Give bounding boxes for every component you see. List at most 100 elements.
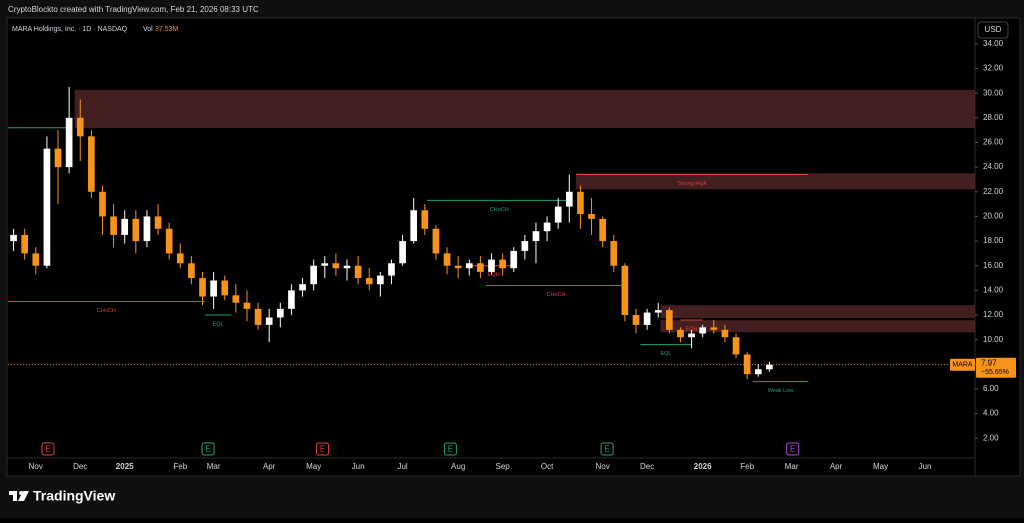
y-tick-label: 10.00 [983, 335, 1004, 344]
currency[interactable]: USD [985, 25, 1002, 34]
earnings-label: E [320, 445, 325, 454]
candle-body [54, 148, 62, 168]
chart-frame [6, 17, 1021, 477]
candle-body [343, 265, 351, 269]
supply-zone [660, 305, 975, 319]
x-tick-label: Nov [596, 462, 610, 471]
candle-body [388, 263, 395, 276]
x-tick-label: Apr [830, 462, 843, 471]
last-price-symbol-box [950, 358, 975, 371]
candle-body [510, 250, 518, 269]
candle-body [588, 213, 595, 219]
structure-label: EQL [213, 321, 224, 327]
candle-body [710, 327, 718, 330]
candle-body [21, 234, 29, 254]
y-tick-label: 32.00 [983, 64, 1004, 73]
candle-body [521, 241, 529, 251]
candle-body [143, 216, 151, 242]
y-tick-label: 34.00 [983, 39, 1004, 48]
structure-label: Weak Low [768, 388, 794, 394]
candle-body [477, 263, 484, 272]
candle-body [99, 191, 106, 217]
supply-zone [74, 89, 976, 128]
candle-body [443, 253, 451, 266]
candle-body [532, 231, 540, 242]
candle-body [10, 234, 17, 242]
candle-body [121, 218, 129, 235]
candle-body [88, 136, 95, 192]
candle-body [743, 354, 751, 375]
last-price-change: −55.65% [981, 369, 1009, 376]
y-tick-label: 14.00 [983, 285, 1004, 294]
earnings-marker [443, 442, 457, 456]
earnings-marker [786, 442, 800, 456]
y-tick-label: 12.00 [983, 310, 1004, 319]
earnings-marker [41, 442, 55, 456]
x-tick-label: Mar [785, 462, 799, 471]
last-price-box [976, 357, 1016, 378]
candle-body [199, 278, 206, 297]
candle-body [654, 310, 662, 313]
candle-body [677, 329, 684, 338]
x-tick-label: Aug [451, 462, 465, 471]
y-tick-label: 30.00 [983, 88, 1004, 97]
y-tick-label: 4.00 [983, 409, 999, 418]
x-tick-label: Nov [29, 462, 43, 471]
y-tick-label: 16.00 [983, 261, 1004, 270]
candle-body [610, 241, 618, 266]
symbol-title: MARA Holdings, Inc. · 1D · NASDAQ [12, 26, 128, 33]
candle-body [721, 329, 729, 338]
y-tick-label: 24.00 [983, 162, 1004, 171]
y-tick-label: 2.00 [983, 433, 999, 442]
candle-body [132, 218, 140, 242]
volume-value: 37.53M [155, 26, 179, 33]
candle-body [643, 312, 651, 325]
candle-body [666, 310, 673, 330]
y-tick-label: 26.00 [983, 138, 1004, 147]
candle-body [754, 369, 762, 375]
currency-box[interactable] [977, 21, 1009, 39]
structure-label: Strong High [678, 181, 707, 187]
x-tick-label: May [873, 462, 888, 471]
earnings-label: E [448, 445, 453, 454]
x-tick-label: Mar [207, 462, 221, 471]
candle-body [432, 228, 440, 254]
candle-body [454, 265, 462, 269]
candle-body [766, 364, 773, 370]
x-tick-label: Dec [640, 462, 654, 471]
structure-label: CHoCH [546, 292, 565, 298]
candle-body [288, 290, 295, 309]
x-tick-label: 2026 [694, 462, 712, 471]
x-tick-label: Jun [919, 462, 932, 471]
y-tick-label: 20.00 [983, 212, 1004, 221]
candle-body [632, 315, 640, 325]
structure-label: EQH [686, 326, 698, 332]
candle-body [65, 117, 73, 168]
candle-body [321, 263, 329, 266]
footer-logo [9, 491, 29, 501]
candle-body [221, 280, 229, 296]
last-price-value: 7.97 [981, 358, 997, 367]
candle-body [299, 284, 306, 291]
x-tick-label: Feb [173, 462, 187, 471]
candle-body [176, 253, 184, 264]
candle-body [165, 228, 173, 254]
x-tick-label: May [306, 462, 321, 471]
x-tick-label: Jun [352, 462, 365, 471]
x-tick-label: Jul [397, 462, 407, 471]
candle-body [265, 317, 273, 325]
earnings-marker [201, 442, 215, 456]
y-tick-label: 18.00 [983, 236, 1004, 245]
candle-body [254, 308, 262, 325]
candle-body [577, 191, 584, 214]
y-tick-label: 28.00 [983, 113, 1004, 122]
header-caption: CryptoBlockto created with TradingView.c… [8, 5, 259, 14]
structure-label: EQH [488, 272, 500, 278]
candle-body [332, 263, 340, 269]
supply-zone [660, 320, 975, 333]
structure-label: CHoCH [490, 207, 509, 213]
x-tick-label: Oct [541, 462, 554, 471]
y-tick-label: 22.00 [983, 187, 1004, 196]
y-tick-label: 6.00 [983, 384, 999, 393]
candle-body [554, 206, 562, 223]
